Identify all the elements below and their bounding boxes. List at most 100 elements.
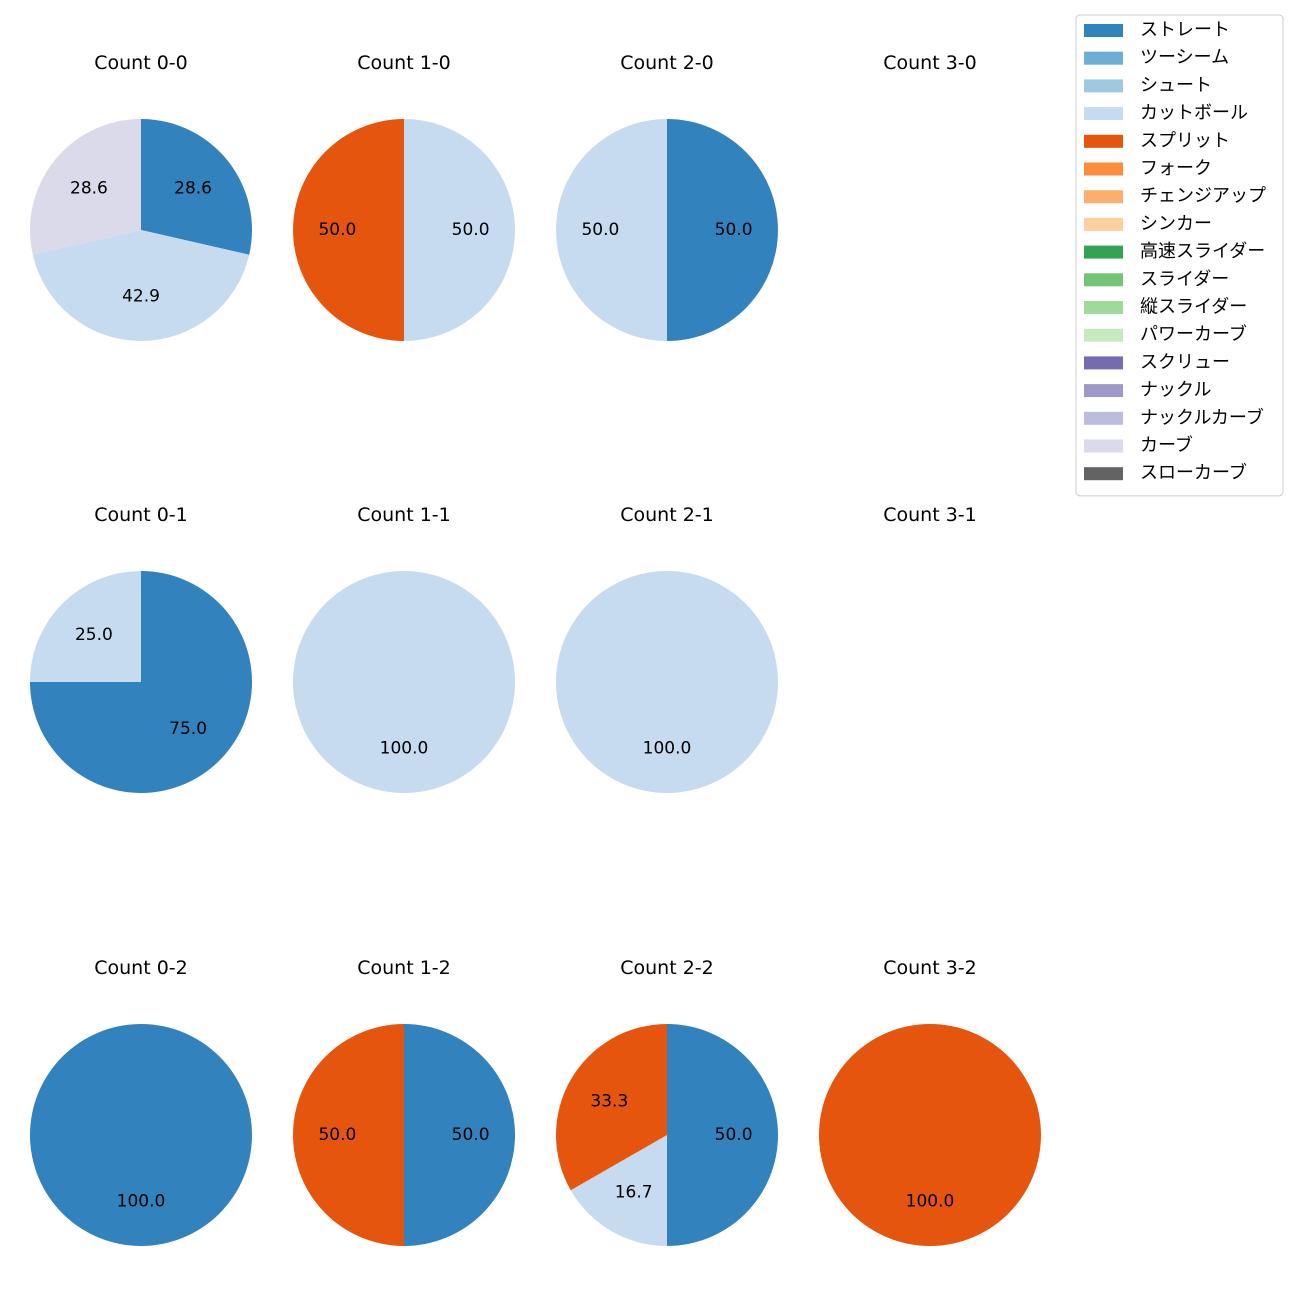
legend-label: カーブ [1140,434,1193,456]
pie-title: Count 2-0 [620,52,714,74]
legend-item: スローカーブ [1084,462,1247,484]
pie-title: Count 2-1 [620,504,714,526]
pie-slice [819,1024,1041,1246]
pie-7: Count 2-1 100.0 [556,504,778,793]
legend-label: チェンジアップ [1140,186,1266,207]
slice-label: 50.0 [452,220,490,240]
pie-title: Count 1-0 [357,52,451,74]
legend-swatch [1084,301,1123,314]
legend-label: パワーカーブ [1140,323,1247,345]
legend-swatch [1084,190,1123,204]
pie-slice [667,1024,778,1246]
slice-label: 28.6 [174,178,212,198]
legend-label: カットボール [1140,103,1248,124]
pie-title: Count 0-1 [94,504,188,526]
legend-item: ナックルカーブ [1084,406,1264,428]
legend-item: チェンジアップ [1084,186,1266,207]
slice-label: 75.0 [169,719,207,739]
pie-slice [141,119,252,255]
legend-swatch [1084,24,1123,37]
legend-label: フォーク [1140,158,1212,179]
pie-9: Count 0-2 100.0 [30,957,252,1246]
legend-swatch [1084,51,1123,65]
legend-item: カットボール [1084,103,1248,124]
pie-title: Count 0-0 [94,52,188,74]
legend-swatch [1084,384,1123,398]
pie-slice [30,571,141,682]
legend-swatch [1084,162,1123,176]
pie-slice [556,571,778,793]
slice-label: 50.0 [318,1125,356,1145]
slice-label: 50.0 [715,1125,753,1145]
legend-item: ツーシーム [1084,47,1229,68]
legend-label: シンカー [1140,213,1212,234]
legend-label: 高速スライダー [1140,241,1265,262]
legend-label: ツーシーム [1140,47,1229,68]
pie-slice [293,571,515,793]
pie-slice [32,230,250,342]
slice-label: 50.0 [715,220,753,240]
legend-frame [1075,14,1284,497]
legend-item: スクリュー [1084,352,1230,373]
slice-label: 33.3 [590,1092,628,1112]
legend-label: シュート [1140,75,1212,96]
legend-item: スライダー [1084,269,1229,290]
slice-label: 100.0 [117,1192,166,1212]
pie-slice [293,1024,404,1246]
legend-swatch [1084,217,1123,231]
legend-swatch [1084,79,1123,93]
pie-2: Count 1-0 50.0 50.0 [293,52,515,341]
slice-label: 42.9 [122,287,160,307]
legend-item: フォーク [1084,158,1212,179]
legend-item: ナックル [1084,380,1211,401]
pie-4: Count 3-0 [883,52,977,74]
slice-label: 50.0 [452,1125,490,1145]
legend-item: シュート [1084,75,1212,96]
slice-label: 100.0 [380,739,429,759]
slice-label: 50.0 [318,220,356,240]
legend-label: スプリット [1140,130,1230,151]
pie-slice [556,119,667,341]
pie-title: Count 1-2 [357,957,451,979]
pie-slice [404,1024,515,1246]
pie-8: Count 3-1 [883,504,977,526]
legend-label: 縦スライダー [1140,297,1247,318]
slice-label: 100.0 [906,1192,955,1212]
slice-label: 100.0 [643,739,692,759]
legend-item: 縦スライダー [1084,297,1247,318]
pie-1: Count 0-0 28.6 42.9 28.6 [29,52,252,342]
pie-slice [570,1135,667,1246]
legend: ストレートツーシームシュートカットボールスプリットフォークチェンジアップシンカー… [1075,14,1284,497]
legend-swatch [1084,245,1123,259]
pie-title: Count 3-1 [883,504,977,526]
legend-label: ストレート [1140,20,1230,41]
pie-title: Count 1-1 [357,504,451,526]
legend-swatch [1084,134,1123,148]
legend-swatch [1084,328,1123,342]
pie-title: Count 0-2 [94,957,188,979]
pie-title: Count 2-2 [620,957,714,979]
legend-label: スクリュー [1140,352,1230,373]
legend-label: ナックル [1140,380,1211,401]
pie-slice [293,119,404,341]
legend-item: ストレート [1084,20,1230,41]
legend-swatch [1084,356,1123,370]
pie-11: Count 2-2 50.0 16.7 33.3 [555,957,778,1246]
slice-label: 16.7 [615,1183,653,1203]
legend-item: カーブ [1084,434,1193,456]
legend-label: スローカーブ [1140,462,1247,484]
slice-label: 25.0 [75,625,113,645]
pie-slice [29,119,141,255]
legend-item: パワーカーブ [1084,323,1247,345]
pie-3: Count 2-0 50.0 50.0 [556,52,778,341]
legend-item: 高速スライダー [1084,241,1265,262]
legend-swatch [1084,273,1123,287]
legend-swatch [1084,467,1123,481]
legend-label: スライダー [1140,269,1229,290]
legend-swatch [1084,411,1123,425]
pie-title: Count 3-0 [883,52,977,74]
legend-item: シンカー [1084,213,1212,234]
legend-swatch [1084,439,1123,453]
pie-slice [30,1024,252,1246]
